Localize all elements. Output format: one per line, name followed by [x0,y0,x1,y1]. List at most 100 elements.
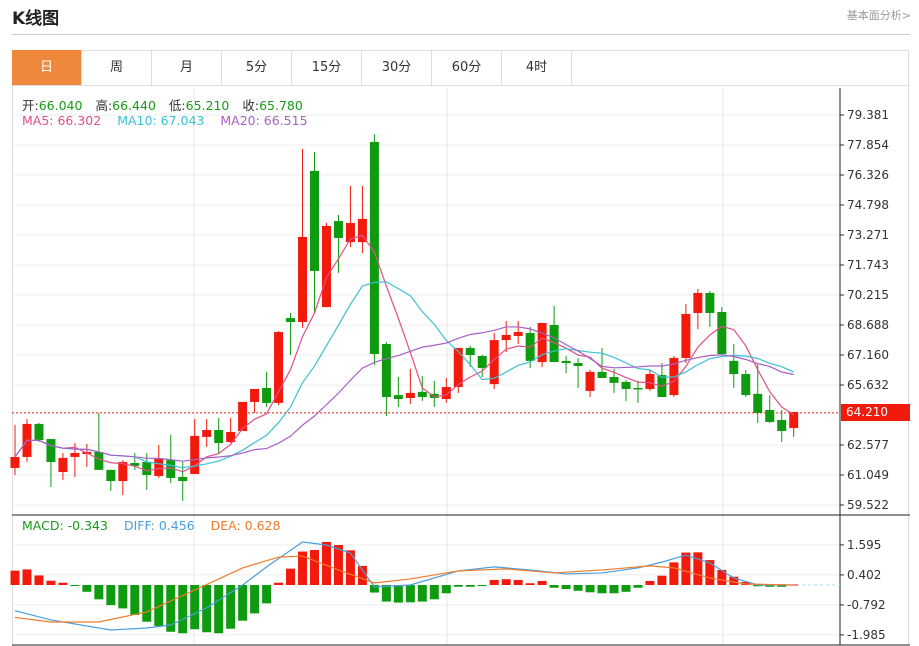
macd-tick-label: -0.792 [847,598,886,612]
price-tick-label: 73.271 [847,228,889,242]
macd-bar [549,585,559,588]
tab-15min[interactable]: 15分 [292,50,362,85]
macd-bar [753,585,763,587]
candle-up [118,462,128,482]
candle-up [645,374,655,389]
tab-day[interactable]: 日 [12,50,82,85]
candle-down [621,381,631,389]
macd-bar [657,575,667,585]
macd-bar [238,585,248,621]
candle-up [405,392,415,399]
macd-bar [298,551,308,585]
macd-bar [669,562,679,585]
macd-bar [130,585,140,615]
candle-down [477,355,487,368]
candle-down [741,374,751,396]
ma5-value: MA5: 66.302 [22,113,102,128]
macd-tick-label: 1.595 [847,538,881,552]
macd-bar [58,582,68,585]
ma5-line [14,234,795,473]
open-label: 开: [22,98,39,113]
tab-month[interactable]: 月 [152,50,222,85]
macd-bar [34,575,44,585]
candle-up [250,388,260,402]
candle-up [190,435,200,475]
macd-tick-label: 0.402 [847,568,881,582]
ma-readout: MA5: 66.302 MA10: 67.043 MA20: 66.515 [22,113,317,128]
open-value: 66.040 [38,98,83,113]
macd-bar [765,585,775,587]
candle-up [513,332,523,336]
candle-down [94,452,104,470]
macd-bar [429,585,439,600]
candle-up [298,236,308,323]
macd-bar [345,550,355,585]
candle-down [262,387,272,403]
macd-bar [166,585,176,632]
macd-bar [333,545,343,585]
candle-down [729,360,739,375]
macd-bar [633,585,643,588]
macd-bar [70,585,80,587]
tab-4hour[interactable]: 4时 [502,50,572,85]
price-tick-label: 62.577 [847,438,889,452]
candle-up [202,430,212,437]
candle-up [154,458,164,476]
candle-up [10,456,20,468]
macd-bar [573,585,583,591]
macd-bar [693,552,703,585]
candle-down [777,420,787,432]
tab-week[interactable]: 周 [82,50,152,85]
macd-bar [94,585,104,600]
macd-bar [681,552,691,585]
macd-bar [717,569,727,585]
macd-bar [178,585,188,634]
candle-down [597,371,607,378]
candle-up [441,387,451,399]
candle-down [333,221,343,238]
candle-up [585,371,595,391]
ohlc-readout: 开:66.040 高:66.440 低:65.210 收:65.780 [22,95,312,114]
tab-30min[interactable]: 30分 [362,50,432,85]
macd-bar [393,585,403,603]
price-tick-label: 65.632 [847,378,889,392]
candle-down [369,141,379,355]
price-tick-label: 67.160 [847,348,889,362]
candle-down [130,463,140,466]
ma20-value: MA20: 66.515 [220,113,308,128]
macd-bar [405,585,415,603]
candle-down [310,170,319,271]
macd-bar [645,580,655,585]
candle-down [46,439,56,463]
candle-down [178,476,188,482]
tab-5min[interactable]: 5分 [222,50,292,85]
macd-bar [477,585,487,586]
candle-up [693,292,703,313]
candle-down [286,318,296,323]
price-tick-label: 79.381 [847,108,889,122]
ma20-line [14,326,794,462]
macd-bar [441,585,451,594]
candle-up [274,332,284,403]
chart-container [12,50,909,645]
tab-60min[interactable]: 60分 [432,50,502,85]
macd-bar [621,585,631,592]
macd-bar [537,580,547,585]
divider [12,34,910,35]
macd-bar [561,585,571,590]
candle-down [705,292,715,313]
candle-up [537,322,547,363]
last-price-tag: 64.210 [841,404,910,421]
candle-down [717,311,727,355]
period-tabs: 日 周 月 5分 15分 30分 60分 4时 [12,50,910,86]
fundamental-analysis-link[interactable]: 基本面分析> [846,9,911,22]
dea-value: DEA: 0.628 [210,518,281,533]
macd-bar [321,542,331,585]
candle-up [453,347,463,388]
macd-bar [705,560,715,585]
candle-down [573,363,583,366]
macd-bar [106,585,116,606]
candle-up [58,457,68,473]
candle-down [214,430,224,443]
